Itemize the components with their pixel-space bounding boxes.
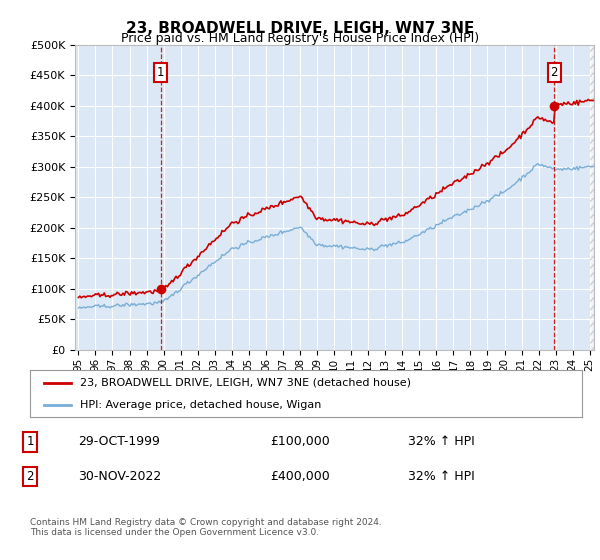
Text: 32% ↑ HPI: 32% ↑ HPI [408, 435, 475, 449]
Text: Price paid vs. HM Land Registry's House Price Index (HPI): Price paid vs. HM Land Registry's House … [121, 32, 479, 45]
Text: 2: 2 [551, 66, 558, 79]
Text: 32% ↑ HPI: 32% ↑ HPI [408, 470, 475, 483]
Text: 1: 1 [157, 66, 164, 79]
Text: 23, BROADWELL DRIVE, LEIGH, WN7 3NE (detached house): 23, BROADWELL DRIVE, LEIGH, WN7 3NE (det… [80, 378, 410, 388]
Text: £100,000: £100,000 [270, 435, 330, 449]
Text: 2: 2 [26, 470, 34, 483]
Text: 30-NOV-2022: 30-NOV-2022 [78, 470, 161, 483]
Text: 23, BROADWELL DRIVE, LEIGH, WN7 3NE: 23, BROADWELL DRIVE, LEIGH, WN7 3NE [126, 21, 474, 36]
Text: £400,000: £400,000 [270, 470, 330, 483]
Text: 1: 1 [26, 435, 34, 449]
Text: 29-OCT-1999: 29-OCT-1999 [78, 435, 160, 449]
Text: Contains HM Land Registry data © Crown copyright and database right 2024.
This d: Contains HM Land Registry data © Crown c… [30, 518, 382, 538]
Text: HPI: Average price, detached house, Wigan: HPI: Average price, detached house, Wiga… [80, 400, 321, 410]
